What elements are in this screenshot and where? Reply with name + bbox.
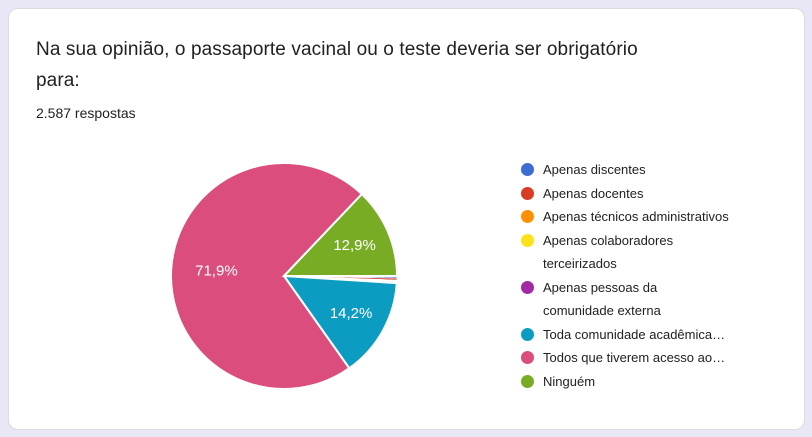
card-header: Na sua opinião, o passaporte vacinal ou … xyxy=(9,9,804,123)
response-card: Na sua opinião, o passaporte vacinal ou … xyxy=(8,8,805,430)
legend-label: Toda comunidade acadêmica… xyxy=(543,326,726,342)
legend-swatch-icon xyxy=(521,280,534,294)
legend-swatch-icon xyxy=(521,327,534,341)
pie-svg: 14,2% 71,9% 12,9% xyxy=(170,162,399,390)
pie-slice-label-7: 71,9% xyxy=(195,263,238,280)
legend-item-3: Apenas técnicos administrativos xyxy=(521,205,771,229)
legend-item-5: Apenas pessoas da comunidade externa xyxy=(521,276,771,323)
responses-count: 2.587 respostas xyxy=(36,105,136,121)
legend-item-7: Todos que tiverem acesso ao… xyxy=(521,346,771,370)
legend-label: Apenas colaboradores terceirizados xyxy=(543,232,674,272)
legend-swatch-icon xyxy=(521,233,534,247)
pie-slice-8[interactable] xyxy=(281,192,399,277)
pie-slice-6[interactable] xyxy=(281,274,398,370)
legend-label: Apenas docentes xyxy=(543,185,644,201)
legend-item-1: Apenas discentes xyxy=(521,158,771,182)
legend-item-6: Toda comunidade acadêmica… xyxy=(521,323,771,347)
legend-item-4: Apenas colaboradores terceirizados xyxy=(521,229,771,276)
legend: Apenas discentes Apenas docentes Apenas té… xyxy=(521,158,771,393)
legend-item-8: Ninguém xyxy=(521,370,771,394)
legend-label: Ninguém xyxy=(543,373,596,389)
question-title: Na sua opinião, o passaporte vacinal ou … xyxy=(36,39,638,91)
legend-swatch-icon xyxy=(521,186,534,200)
legend-swatch-icon xyxy=(521,374,534,388)
legend-swatch-icon xyxy=(521,351,534,364)
pie-slice-label-8: 12,9% xyxy=(333,237,376,254)
legend-label: Apenas discentes xyxy=(543,162,646,177)
legend-label: Apenas pessoas da comunidade externa xyxy=(543,279,661,319)
legend-item-2: Apenas docentes xyxy=(521,182,771,206)
legend-label: Todos que tiverem acesso ao… xyxy=(543,350,726,365)
pie-slice-7[interactable] xyxy=(170,162,364,390)
legend-swatch-icon xyxy=(521,163,534,176)
pie-slice-label-6: 14,2% xyxy=(330,305,373,322)
legend-swatch-icon xyxy=(521,210,534,223)
legend-label: Apenas técnicos administrativos xyxy=(543,209,729,224)
pie-chart: 14,2% 71,9% 12,9% xyxy=(154,146,414,406)
